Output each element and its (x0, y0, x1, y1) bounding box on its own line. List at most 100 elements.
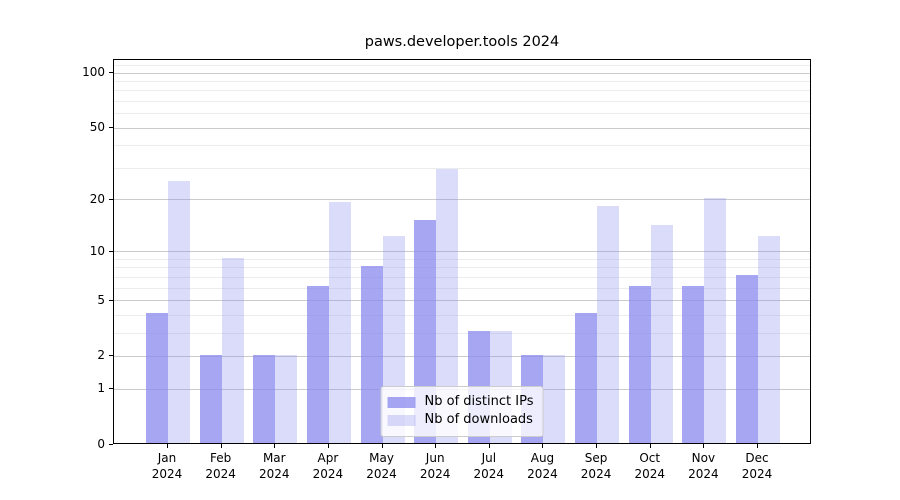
bar-nb-of-downloads-dec-2024 (758, 236, 780, 443)
gridline-minor-9 (114, 259, 810, 260)
bar-nb-of-distinct-ips-sep-2024 (575, 313, 598, 443)
bar-nb-of-distinct-ips-jan-2024 (146, 313, 168, 443)
x-tick-year: 2024 (366, 466, 397, 481)
x-tick-mark-9 (596, 444, 598, 448)
gridline-minor-60 (114, 113, 810, 115)
bar-nb-of-distinct-ips-apr-2024 (306, 286, 329, 443)
legend-item-distinct-ips: Nb of distinct IPs (387, 394, 534, 410)
x-tick-year: 2024 (151, 466, 183, 481)
x-tick-mark-8 (542, 444, 544, 448)
y-tick-label-2: 2 (97, 348, 105, 363)
x-tick-mark-11 (703, 444, 705, 448)
x-tick-label-jun-2024: Jun 2024 (403, 451, 467, 482)
bar-nb-of-distinct-ips-oct-2024 (628, 286, 651, 443)
bar-nb-of-downloads-jan-2024 (168, 180, 190, 443)
y-tick-label-10: 10 (89, 243, 105, 258)
x-tick-label-mar-2024: Mar 2024 (242, 451, 306, 482)
x-tick-year: 2024 (634, 466, 665, 481)
x-tick-label-oct-2024: Oct 2024 (618, 451, 682, 482)
gridline-major-100 (114, 72, 810, 74)
x-tick-label-jul-2024: Jul 2024 (457, 451, 521, 482)
x-tick-year: 2024 (258, 466, 290, 481)
legend-swatch-distinct-ips (387, 396, 416, 408)
bar-nb-of-downloads-aug-2024 (543, 354, 566, 443)
x-tick-mark-1 (167, 444, 168, 448)
x-tick-label-sep-2024: Sep 2024 (564, 451, 628, 482)
legend-swatch-downloads (387, 414, 416, 426)
legend-label-downloads: Nb of downloads (424, 412, 533, 427)
gridline-minor-7 (114, 276, 810, 278)
y-tick-mark-1 (109, 388, 113, 389)
x-tick-label-may-2024: May 2024 (350, 451, 414, 482)
x-tick-year: 2024 (527, 466, 558, 481)
x-tick-year: 2024 (580, 466, 612, 481)
x-tick-mark-4 (327, 444, 329, 448)
x-tick-label-aug-2024: Aug 2024 (510, 451, 574, 482)
y-tick-mark-10 (109, 251, 113, 252)
plot-area: Nb of distinct IPs Nb of downloads (113, 59, 811, 444)
gridline-major-2 (114, 355, 810, 357)
gridline-major-50 (114, 127, 810, 129)
bar-nb-of-downloads-sep-2024 (597, 205, 620, 443)
x-tick-label-apr-2024: Apr 2024 (296, 451, 360, 482)
x-tick-year: 2024 (688, 466, 719, 481)
x-tick-mark-3 (274, 444, 276, 448)
y-tick-mark-0 (109, 444, 113, 445)
gridline-minor-90 (114, 81, 810, 83)
y-tick-label-100: 100 (82, 65, 105, 80)
gridline-minor-30 (114, 167, 810, 169)
x-tick-mark-10 (649, 444, 651, 448)
y-tick-label-0: 0 (97, 437, 105, 451)
gridline-minor-70 (114, 101, 810, 103)
bar-nb-of-downloads-oct-2024 (650, 224, 673, 443)
y-tick-mark-5 (109, 300, 113, 301)
x-tick-year: 2024 (419, 466, 451, 481)
bar-nb-of-distinct-ips-mar-2024 (253, 354, 276, 443)
y-tick-label-20: 20 (89, 191, 105, 206)
x-tick-year: 2024 (312, 466, 344, 481)
y-tick-mark-50 (109, 127, 113, 128)
legend: Nb of distinct IPs Nb of downloads (380, 386, 544, 437)
chart-title: paws.developer.tools 2024 (364, 34, 560, 50)
x-tick-mark-7 (488, 444, 490, 448)
y-tick-mark-100 (109, 72, 113, 73)
x-tick-label-feb-2024: Feb 2024 (189, 451, 253, 482)
gridline-minor-3 (114, 332, 810, 334)
x-tick-year: 2024 (205, 466, 236, 481)
x-tick-mark-5 (381, 444, 383, 448)
gridline-major-20 (114, 199, 810, 201)
bar-nb-of-downloads-feb-2024 (221, 257, 244, 443)
gridline-major-10 (114, 251, 810, 253)
bar-nb-of-downloads-mar-2024 (275, 354, 298, 443)
y-tick-label-1: 1 (97, 381, 105, 396)
x-tick-year: 2024 (473, 466, 505, 481)
bar-nb-of-distinct-ips-nov-2024 (682, 286, 705, 443)
gridline-major-5 (114, 300, 810, 302)
x-tick-label-nov-2024: Nov 2024 (671, 451, 735, 482)
bar-nb-of-downloads-apr-2024 (328, 201, 351, 443)
gridline-minor-6 (114, 287, 810, 289)
y-tick-mark-20 (109, 199, 113, 200)
bar-nb-of-downloads-jun-2024 (436, 169, 459, 443)
bar-nb-of-downloads-nov-2024 (704, 197, 727, 443)
x-tick-mark-6 (435, 444, 437, 448)
legend-label-distinct-ips: Nb of distinct IPs (424, 394, 534, 409)
y-tick-label-5: 5 (97, 292, 105, 307)
x-tick-mark-12 (757, 444, 758, 448)
y-tick-label-50: 50 (89, 120, 105, 135)
bar-nb-of-distinct-ips-feb-2024 (199, 354, 222, 443)
gridline-minor-8 (114, 267, 810, 269)
gridline-minor-4 (114, 314, 810, 316)
x-tick-mark-2 (220, 444, 222, 448)
gridline-minor-80 (114, 90, 810, 92)
x-tick-label-jan-2024: Jan 2024 (135, 451, 199, 482)
gridline-minor-40 (114, 145, 810, 147)
y-tick-mark-2 (109, 355, 113, 356)
gridline-minor-110 (114, 65, 810, 67)
x-tick-label-dec-2024: Dec 2024 (725, 451, 789, 482)
legend-item-downloads: Nb of downloads (387, 412, 534, 428)
bar-nb-of-distinct-ips-may-2024 (360, 266, 383, 443)
bar-nb-of-distinct-ips-dec-2024 (736, 275, 758, 443)
x-tick-year: 2024 (741, 466, 773, 481)
